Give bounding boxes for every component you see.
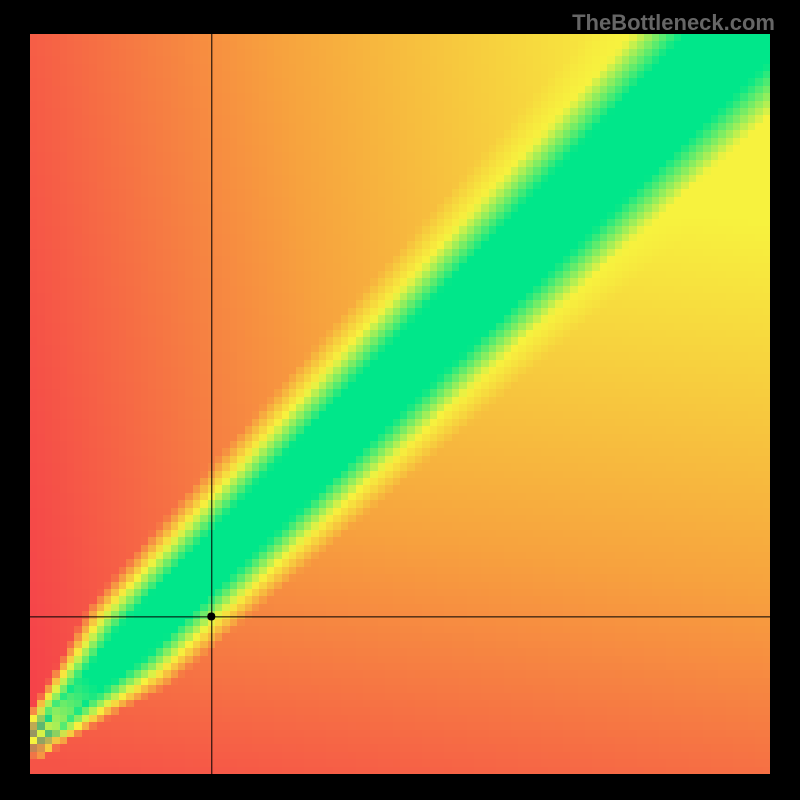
watermark-text: TheBottleneck.com [572,10,775,36]
bottleneck-heatmap [30,34,770,774]
chart-container: { "type": "heatmap", "watermark": { "tex… [0,0,800,800]
